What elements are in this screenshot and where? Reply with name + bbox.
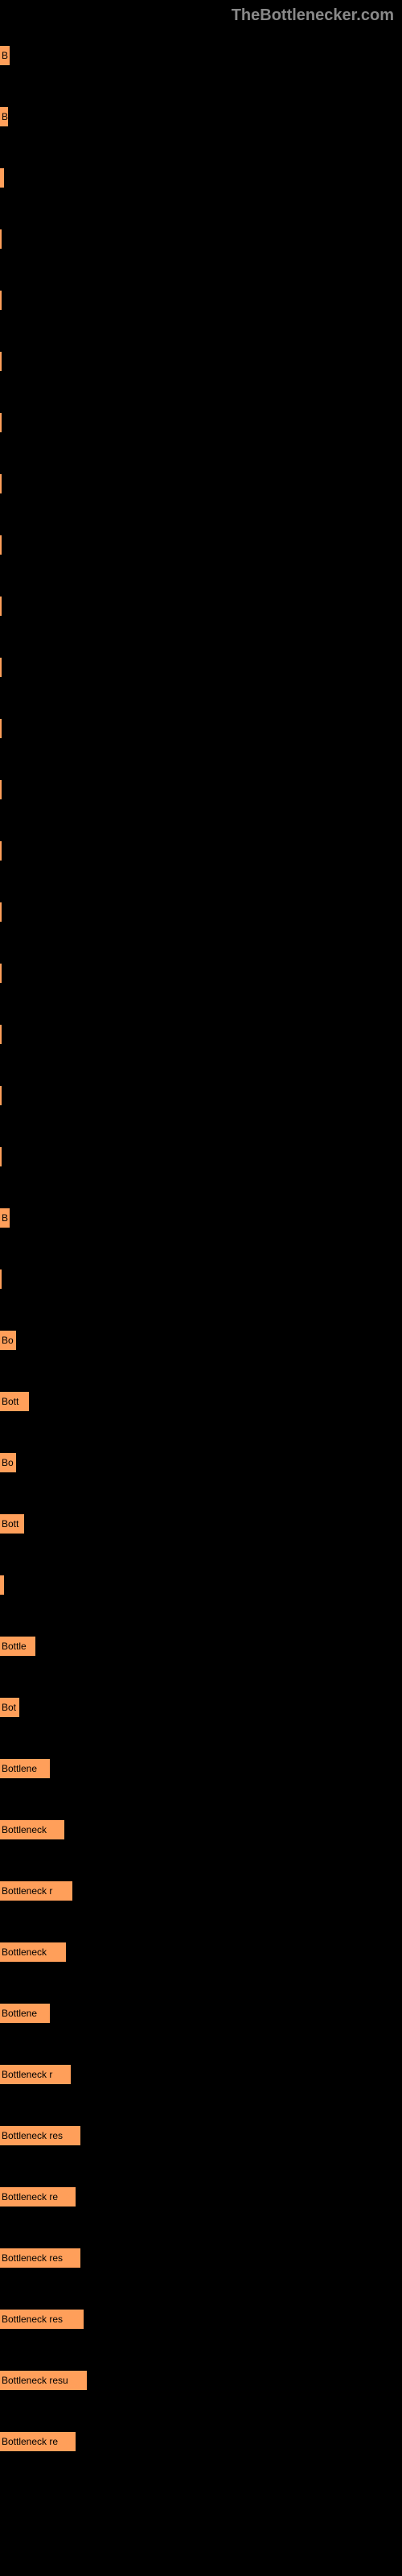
chart-bar <box>0 1086 2 1105</box>
chart-row <box>0 943 402 1004</box>
chart-row: Bottleneck resu <box>0 2350 402 2411</box>
chart-bar: Bo <box>0 1331 16 1350</box>
chart-row <box>0 820 402 881</box>
chart-bar <box>0 291 2 310</box>
chart-bar: Bottleneck res <box>0 2310 84 2329</box>
chart-row: Bottle <box>0 1616 402 1677</box>
chart-bar: Bot <box>0 1698 19 1717</box>
chart-bar <box>0 1269 2 1289</box>
chart-row: B <box>0 1187 402 1249</box>
chart-bar: Bott <box>0 1392 29 1411</box>
chart-row: Bo <box>0 1432 402 1493</box>
chart-bar: Bottleneck re <box>0 2432 76 2451</box>
chart-bar <box>0 597 2 616</box>
chart-bar: B <box>0 107 8 126</box>
chart-row: B <box>0 86 402 147</box>
chart-row: Bottleneck res <box>0 2289 402 2350</box>
chart-bar: B <box>0 1208 10 1228</box>
chart-bar <box>0 1575 4 1595</box>
chart-row <box>0 1126 402 1187</box>
chart-bar: Bottleneck <box>0 1820 64 1839</box>
chart-row <box>0 1249 402 1310</box>
chart-row: Bot <box>0 1677 402 1738</box>
chart-row <box>0 270 402 331</box>
chart-bar <box>0 474 2 493</box>
chart-bar: Bottlene <box>0 1759 50 1778</box>
chart-bar <box>0 658 2 677</box>
chart-bar <box>0 352 2 371</box>
chart-row <box>0 759 402 820</box>
chart-bar: Bottleneck <box>0 1942 66 1962</box>
chart-bar: Bottleneck r <box>0 1881 72 1901</box>
site-header: TheBottlenecker.com <box>0 0 402 25</box>
chart-row <box>0 208 402 270</box>
chart-row <box>0 698 402 759</box>
chart-bar: Bottleneck resu <box>0 2371 87 2390</box>
chart-row <box>0 1065 402 1126</box>
chart-row: Bott <box>0 1493 402 1554</box>
chart-bar <box>0 719 2 738</box>
chart-row <box>0 453 402 514</box>
chart-row: Bottleneck r <box>0 2044 402 2105</box>
chart-row: Bottleneck re <box>0 2411 402 2472</box>
chart-bar: Bottle <box>0 1637 35 1656</box>
chart-row: Bottlene <box>0 1738 402 1799</box>
chart-bar: Bottlene <box>0 2004 50 2023</box>
chart-row: Bottleneck <box>0 1799 402 1860</box>
chart-row: B <box>0 25 402 86</box>
chart-bar: Bott <box>0 1514 24 1534</box>
chart-row: Bottleneck res <box>0 2105 402 2166</box>
chart-bar <box>0 413 2 432</box>
chart-bar: Bottleneck r <box>0 2065 71 2084</box>
chart-row: Bottleneck r <box>0 1860 402 1922</box>
chart-row <box>0 881 402 943</box>
chart-bar <box>0 780 2 799</box>
chart-row <box>0 392 402 453</box>
chart-row <box>0 1004 402 1065</box>
chart-bar <box>0 168 4 188</box>
chart-bar: Bo <box>0 1453 16 1472</box>
chart-row: Bottleneck <box>0 1922 402 1983</box>
chart-bar <box>0 1147 2 1166</box>
bottleneck-chart: B B B Bo Bott Bo Bott Bottle Bot Bottlene Bottlene… <box>0 25 402 2472</box>
chart-bar: B <box>0 46 10 65</box>
chart-bar <box>0 964 2 983</box>
chart-row: Bott <box>0 1371 402 1432</box>
chart-bar <box>0 902 2 922</box>
chart-row <box>0 1554 402 1616</box>
chart-bar: Bottleneck re <box>0 2187 76 2207</box>
chart-row: Bo <box>0 1310 402 1371</box>
chart-row: Bottleneck re <box>0 2166 402 2227</box>
chart-bar <box>0 229 2 249</box>
chart-row <box>0 576 402 637</box>
chart-row: Bottlene <box>0 1983 402 2044</box>
chart-row <box>0 331 402 392</box>
chart-bar <box>0 535 2 555</box>
chart-row: Bottleneck res <box>0 2227 402 2289</box>
chart-bar: Bottleneck res <box>0 2248 80 2268</box>
chart-bar: Bottleneck res <box>0 2126 80 2145</box>
chart-row <box>0 147 402 208</box>
chart-bar <box>0 1025 2 1044</box>
chart-bar <box>0 841 2 861</box>
chart-row <box>0 637 402 698</box>
chart-row <box>0 514 402 576</box>
